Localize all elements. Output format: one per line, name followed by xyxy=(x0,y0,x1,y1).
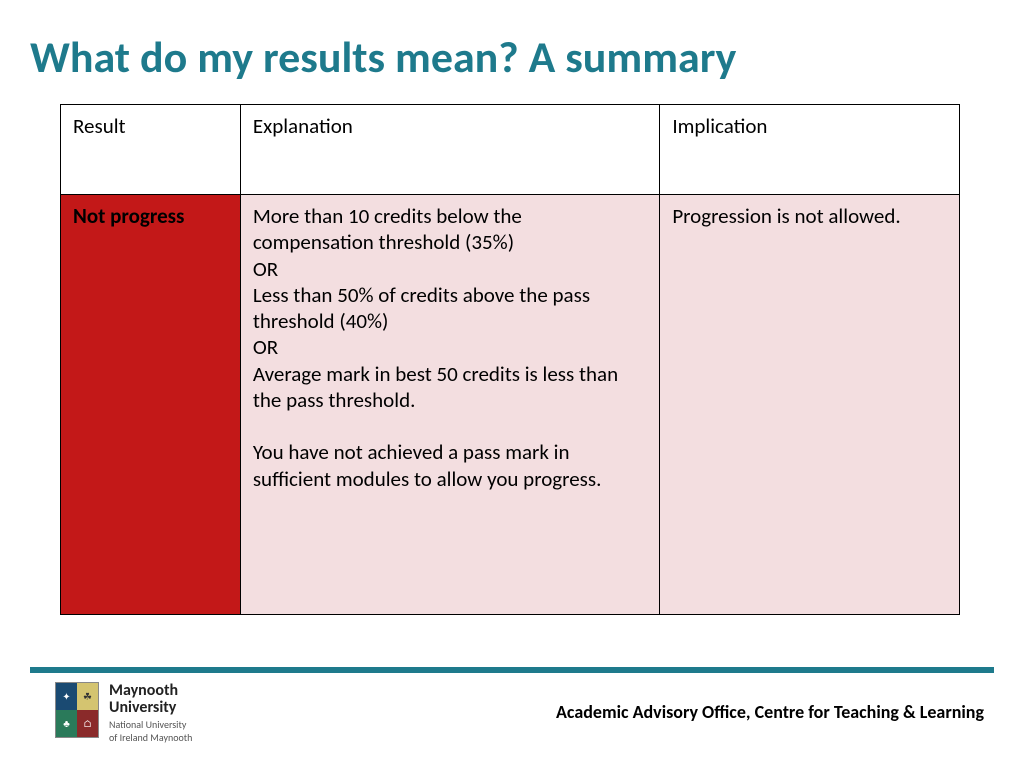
col-header-implication: Implication xyxy=(660,105,960,195)
col-header-explanation: Explanation xyxy=(240,105,659,195)
logo-line1: Maynooth xyxy=(109,682,192,700)
footer-divider xyxy=(30,667,994,673)
table-header-row: Result Explanation Implication xyxy=(61,105,960,195)
cell-result: Not progress xyxy=(61,195,241,615)
col-header-result: Result xyxy=(61,105,241,195)
logo-line2: University xyxy=(109,699,192,717)
logo-sub2: of Ireland Maynooth xyxy=(109,732,192,743)
cell-explanation: More than 10 credits below the compensat… xyxy=(240,195,659,615)
table-row: Not progress More than 10 credits below … xyxy=(61,195,960,615)
crest-icon: ✦☘♣⌂ xyxy=(55,682,99,738)
logo-sub1: National University xyxy=(109,719,192,730)
slide-title: What do my results mean? A summary xyxy=(0,0,1024,94)
logo-text: Maynooth University National University … xyxy=(109,682,192,743)
cell-implication: Progression is not allowed. xyxy=(660,195,960,615)
footer-attribution: Academic Advisory Office, Centre for Tea… xyxy=(556,701,984,723)
university-logo: ✦☘♣⌂ Maynooth University National Univer… xyxy=(55,682,192,743)
results-table: Result Explanation Implication Not progr… xyxy=(60,104,960,615)
